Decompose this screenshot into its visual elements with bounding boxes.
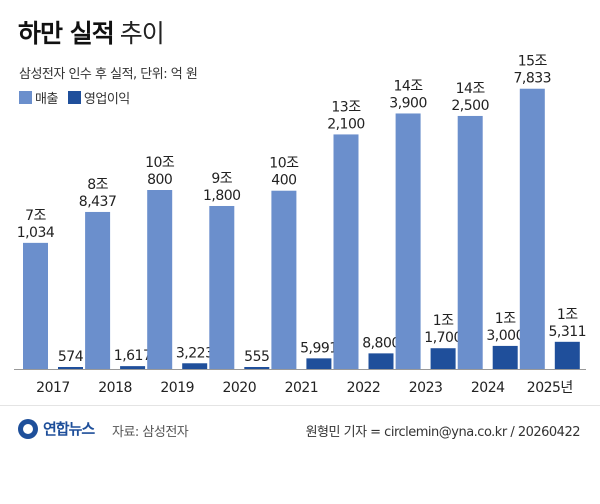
- x-tick-label-7: 2024: [471, 380, 505, 396]
- x-tick-label-0: 2017: [36, 380, 70, 396]
- revenue-label-6-0: 14조: [393, 78, 423, 94]
- legend-item-revenue: 매출: [19, 88, 58, 107]
- revenue-bar-6: [395, 113, 421, 370]
- revenue-label-7-1: 2,500: [451, 98, 489, 114]
- x-tick-label-8: 2025년: [527, 380, 573, 396]
- revenue-label-8-1: 7,833: [514, 71, 552, 87]
- legend-swatch-revenue: [19, 91, 32, 104]
- revenue-bar-1: [85, 211, 111, 369]
- revenue-bar-8: [519, 88, 545, 369]
- revenue-label-1-1: 8,437: [79, 194, 117, 210]
- revenue-bar-2: [147, 190, 173, 369]
- chart-title-light: 추이: [119, 19, 165, 48]
- revenue-label-5-1: 2,100: [327, 116, 365, 132]
- operating-profit-label-6-0: 1조: [433, 313, 454, 329]
- legend-label-revenue: 매출: [35, 92, 58, 107]
- operating-profit-bar-1: [120, 366, 146, 369]
- logo-icon: [18, 418, 38, 439]
- operating-profit-label-5-0: 8,800: [362, 335, 400, 351]
- revenue-bar-5: [333, 134, 359, 369]
- operating-profit-label-3-0: 555: [244, 349, 269, 365]
- revenue-label-5-0: 13조: [331, 99, 361, 115]
- operating-profit-label-7-0: 1조: [495, 311, 516, 327]
- revenue-label-3-1: 1,800: [203, 188, 241, 204]
- footer-divider: [0, 405, 600, 406]
- chart-subtitle: 삼성전자 인수 후 실적, 단위: 억 원: [19, 67, 198, 82]
- operating-profit-bar-4: [306, 358, 332, 369]
- revenue-label-8-0: 15조: [518, 54, 548, 70]
- legend: 매출 영업이익: [19, 88, 130, 107]
- revenue-label-7-0: 14조: [456, 81, 486, 97]
- operating-profit-label-2-0: 3,223: [176, 345, 214, 361]
- revenue-label-4-1: 400: [271, 173, 296, 189]
- operating-profit-bar-8: [554, 341, 580, 369]
- revenue-label-0-0: 7조: [25, 208, 46, 224]
- chart-title-bold: 하만 실적: [18, 19, 115, 48]
- revenue-bar-7: [457, 115, 483, 369]
- bar-chart: 7조1,03457420178조8,4371,617201810조8003,22…: [14, 54, 587, 396]
- x-tick-label-5: 2022: [347, 380, 381, 396]
- credit-note: 원형민 기자 = circlemin@yna.co.kr / 20260422: [305, 425, 581, 440]
- x-tick-label-2: 2019: [160, 380, 194, 396]
- operating-profit-label-7-1: 3,000: [486, 328, 524, 344]
- operating-profit-label-8-1: 5,311: [549, 324, 587, 340]
- revenue-label-3-0: 9조: [211, 171, 232, 187]
- legend-item-operating-profit: 영업이익: [67, 88, 130, 107]
- operating-profit-bar-5: [368, 353, 394, 369]
- legend-label-operating-profit: 영업이익: [83, 92, 130, 107]
- legend-swatch-operating-profit: [67, 91, 81, 104]
- operating-profit-bar-2: [182, 363, 208, 369]
- chart-title: 하만 실적 추이: [18, 14, 165, 50]
- operating-profit-label-1-0: 1,617: [114, 348, 152, 364]
- logo-text: 연합뉴스: [43, 420, 95, 438]
- operating-profit-bar-3: [244, 367, 270, 369]
- revenue-label-0-1: 1,034: [17, 225, 55, 241]
- revenue-bar-3: [209, 205, 235, 369]
- operating-profit-bar-6: [430, 348, 456, 369]
- operating-profit-label-4-0: 5,991: [300, 340, 338, 356]
- source-note: 자료: 삼성전자: [112, 425, 189, 440]
- x-tick-label-6: 2023: [409, 380, 443, 396]
- revenue-label-4-0: 10조: [269, 156, 299, 172]
- revenue-label-2-0: 10조: [145, 155, 175, 171]
- revenue-label-1-0: 8조: [87, 177, 108, 193]
- operating-profit-bar-0: [58, 367, 83, 369]
- operating-profit-label-8-0: 1조: [557, 307, 578, 323]
- revenue-label-6-1: 3,900: [389, 95, 427, 111]
- revenue-bar-4: [271, 190, 297, 369]
- operating-profit-label-6-1: 1,700: [424, 330, 462, 346]
- x-tick-label-1: 2018: [98, 380, 132, 396]
- logo: 연합뉴스: [18, 418, 95, 439]
- revenue-label-2-1: 800: [147, 172, 172, 188]
- operating-profit-label-0-0: 574: [58, 349, 84, 365]
- x-tick-label-3: 2020: [222, 380, 256, 396]
- x-tick-label-4: 2021: [285, 380, 319, 396]
- operating-profit-bar-7: [492, 345, 518, 369]
- revenue-bar-0: [23, 242, 48, 369]
